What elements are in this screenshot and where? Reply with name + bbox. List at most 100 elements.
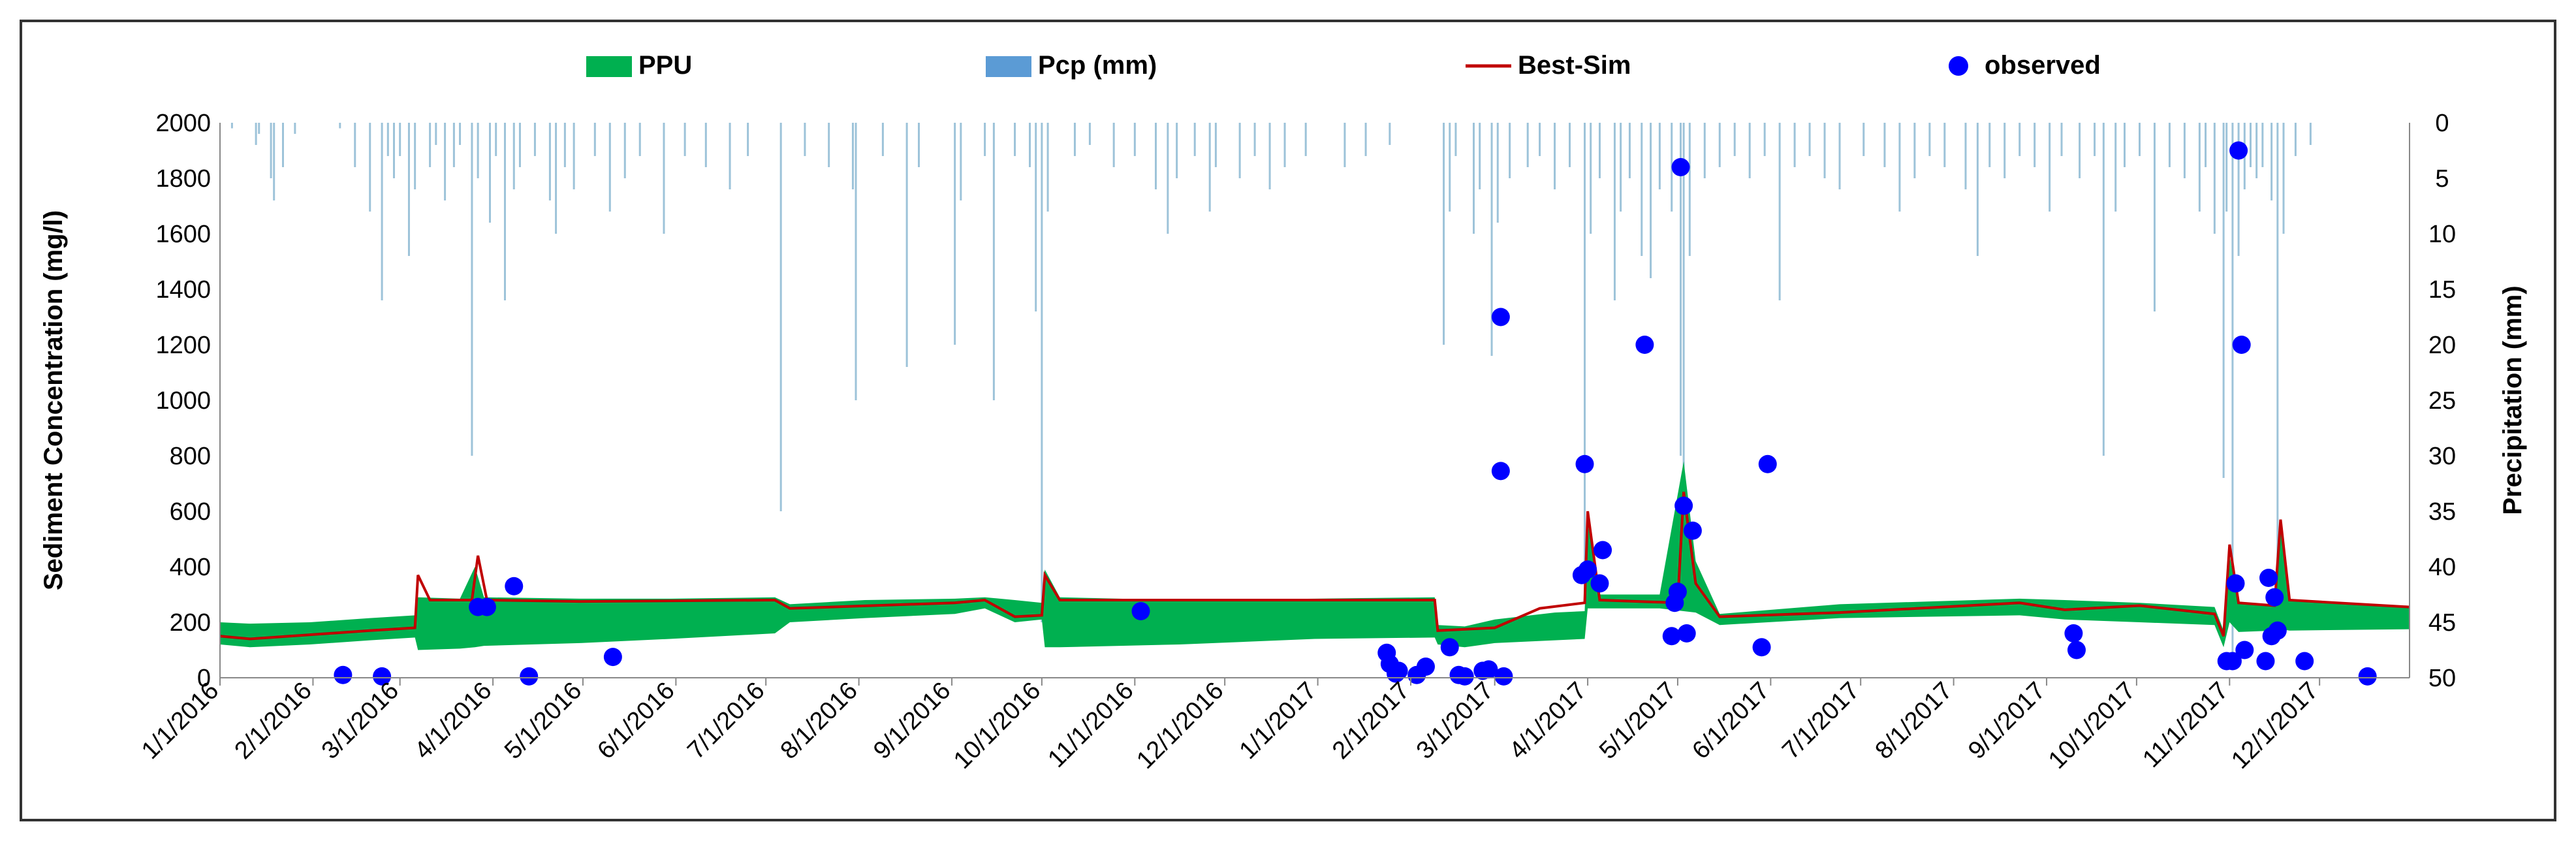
y-tick-label: 1200 (155, 332, 211, 359)
x-tick-label: 11/1/2016 (1043, 677, 1139, 773)
observed-point (1131, 602, 1150, 620)
x-tick-label: 5/1/2016 (499, 677, 587, 765)
observed-points (334, 141, 2377, 686)
x-tick-label: 1/1/2016 (136, 677, 224, 765)
chart-frame (20, 20, 2556, 821)
observed-point (1575, 454, 1594, 473)
x-tick-label: 11/1/2017 (2137, 677, 2233, 773)
x-tick-label: 1/1/2017 (1234, 677, 1322, 765)
legend-ppu-swatch (586, 56, 632, 77)
x-tick-label: 8/1/2016 (776, 677, 863, 765)
x-tick-label: 6/1/2016 (592, 677, 680, 765)
legend: PPU Pcp (mm) Best-Sim observed (586, 51, 2101, 80)
observed-point (2223, 652, 2242, 671)
observed-point (1479, 660, 1498, 679)
x-tick-label: 2/1/2016 (229, 677, 317, 765)
y2-tick-label: 45 (2428, 609, 2456, 637)
observed-point (1579, 560, 1597, 579)
y2-tick-label: 10 (2428, 221, 2456, 248)
y2-tick-label: 15 (2428, 276, 2456, 304)
observed-point (2235, 641, 2254, 659)
observed-point (1389, 661, 1408, 680)
legend-pcp-label: Pcp (mm) (1038, 51, 1157, 80)
y2-tick-label: 0 (2435, 110, 2449, 137)
y-tick-label: 1600 (155, 221, 211, 248)
x-tick-label: 9/1/2016 (868, 677, 956, 765)
observed-point (1677, 624, 1696, 643)
observed-point (505, 577, 524, 595)
observed-point (2265, 588, 2284, 607)
x-tick-label: 5/1/2017 (1594, 677, 1682, 765)
y-tick-label: 1400 (155, 276, 211, 304)
observed-point (1416, 658, 1435, 676)
x-tick-label: 12/1/2017 (2226, 677, 2323, 774)
x-tick-label: 9/1/2017 (1963, 677, 2050, 765)
y-ticks-right: 0 5 10 15 20 25 30 35 40 45 50 (2428, 110, 2456, 692)
x-tick-label: 10/1/2017 (2043, 677, 2141, 774)
x-tick-label: 4/1/2017 (1504, 677, 1592, 765)
x-tick-label: 8/1/2017 (1870, 677, 1958, 765)
observed-point (1491, 462, 1510, 481)
observed-point (2295, 652, 2314, 671)
observed-point (1674, 496, 1693, 515)
y-tick-label: 600 (170, 498, 211, 526)
observed-point (1440, 638, 1459, 657)
observed-point (373, 667, 392, 686)
y-axis-title: Sediment Concentration (mg/l) (39, 210, 68, 590)
legend-observed-swatch (1949, 56, 1968, 76)
best-sim-line (219, 491, 2410, 641)
observed-point (2358, 667, 2377, 686)
legend-observed-label: observed (1985, 51, 2101, 80)
y-tick-label: 800 (170, 443, 211, 470)
observed-point (2259, 569, 2278, 587)
y-tick-label: 2000 (155, 110, 211, 137)
legend-ppu-label: PPU (638, 51, 692, 80)
x-tick-label: 7/1/2017 (1777, 677, 1864, 765)
observed-point (2268, 621, 2287, 640)
y-tick-label: 1000 (155, 387, 211, 415)
ppu-band (220, 461, 2410, 650)
x-tick-label: 10/1/2016 (949, 677, 1046, 774)
y2-tick-label: 30 (2428, 443, 2456, 470)
observed-point (2064, 624, 2083, 643)
y2-tick-label: 35 (2428, 498, 2456, 526)
observed-point (477, 597, 496, 616)
observed-point (1494, 667, 1513, 686)
observed-point (1668, 582, 1687, 601)
y-tick-label: 400 (170, 554, 211, 581)
legend-bestsim-label: Best-Sim (1518, 51, 1631, 80)
observed-point (1590, 574, 1609, 593)
y-tick-label: 200 (170, 609, 211, 637)
observed-point (2229, 141, 2248, 160)
x-tick-label: 3/1/2016 (317, 677, 404, 765)
x-tick-label: 6/1/2017 (1687, 677, 1774, 765)
x-tick-label: 3/1/2017 (1411, 677, 1499, 765)
y-tick-label: 0 (197, 665, 211, 692)
y2-axis-title: Precipitation (mm) (2498, 285, 2527, 515)
observed-point (1662, 627, 1681, 646)
x-tick-label: 4/1/2016 (409, 677, 497, 765)
x-tick-label: 2/1/2017 (1327, 677, 1415, 765)
observed-point (334, 665, 353, 684)
observed-point (1455, 667, 1474, 686)
observed-point (2067, 641, 2086, 659)
observed-point (2256, 652, 2275, 671)
precipitation-bars (230, 123, 2312, 656)
observed-point (2226, 574, 2245, 593)
observed-point (1491, 308, 1510, 326)
observed-point (1635, 336, 1654, 354)
x-tick-label: 12/1/2016 (1131, 677, 1229, 774)
observed-point (2232, 336, 2251, 354)
y2-tick-label: 40 (2428, 554, 2456, 581)
observed-point (1594, 541, 1612, 560)
y2-tick-label: 50 (2428, 665, 2456, 692)
y2-tick-label: 5 (2435, 165, 2449, 193)
observed-point (520, 667, 539, 686)
y2-tick-label: 25 (2428, 387, 2456, 415)
y2-tick-label: 20 (2428, 332, 2456, 359)
y-tick-label: 1800 (155, 165, 211, 193)
observed-point (1683, 521, 1702, 540)
y-ticks-left: 0 200 400 600 800 1000 1200 1400 1600 1800 2000 (155, 110, 211, 692)
